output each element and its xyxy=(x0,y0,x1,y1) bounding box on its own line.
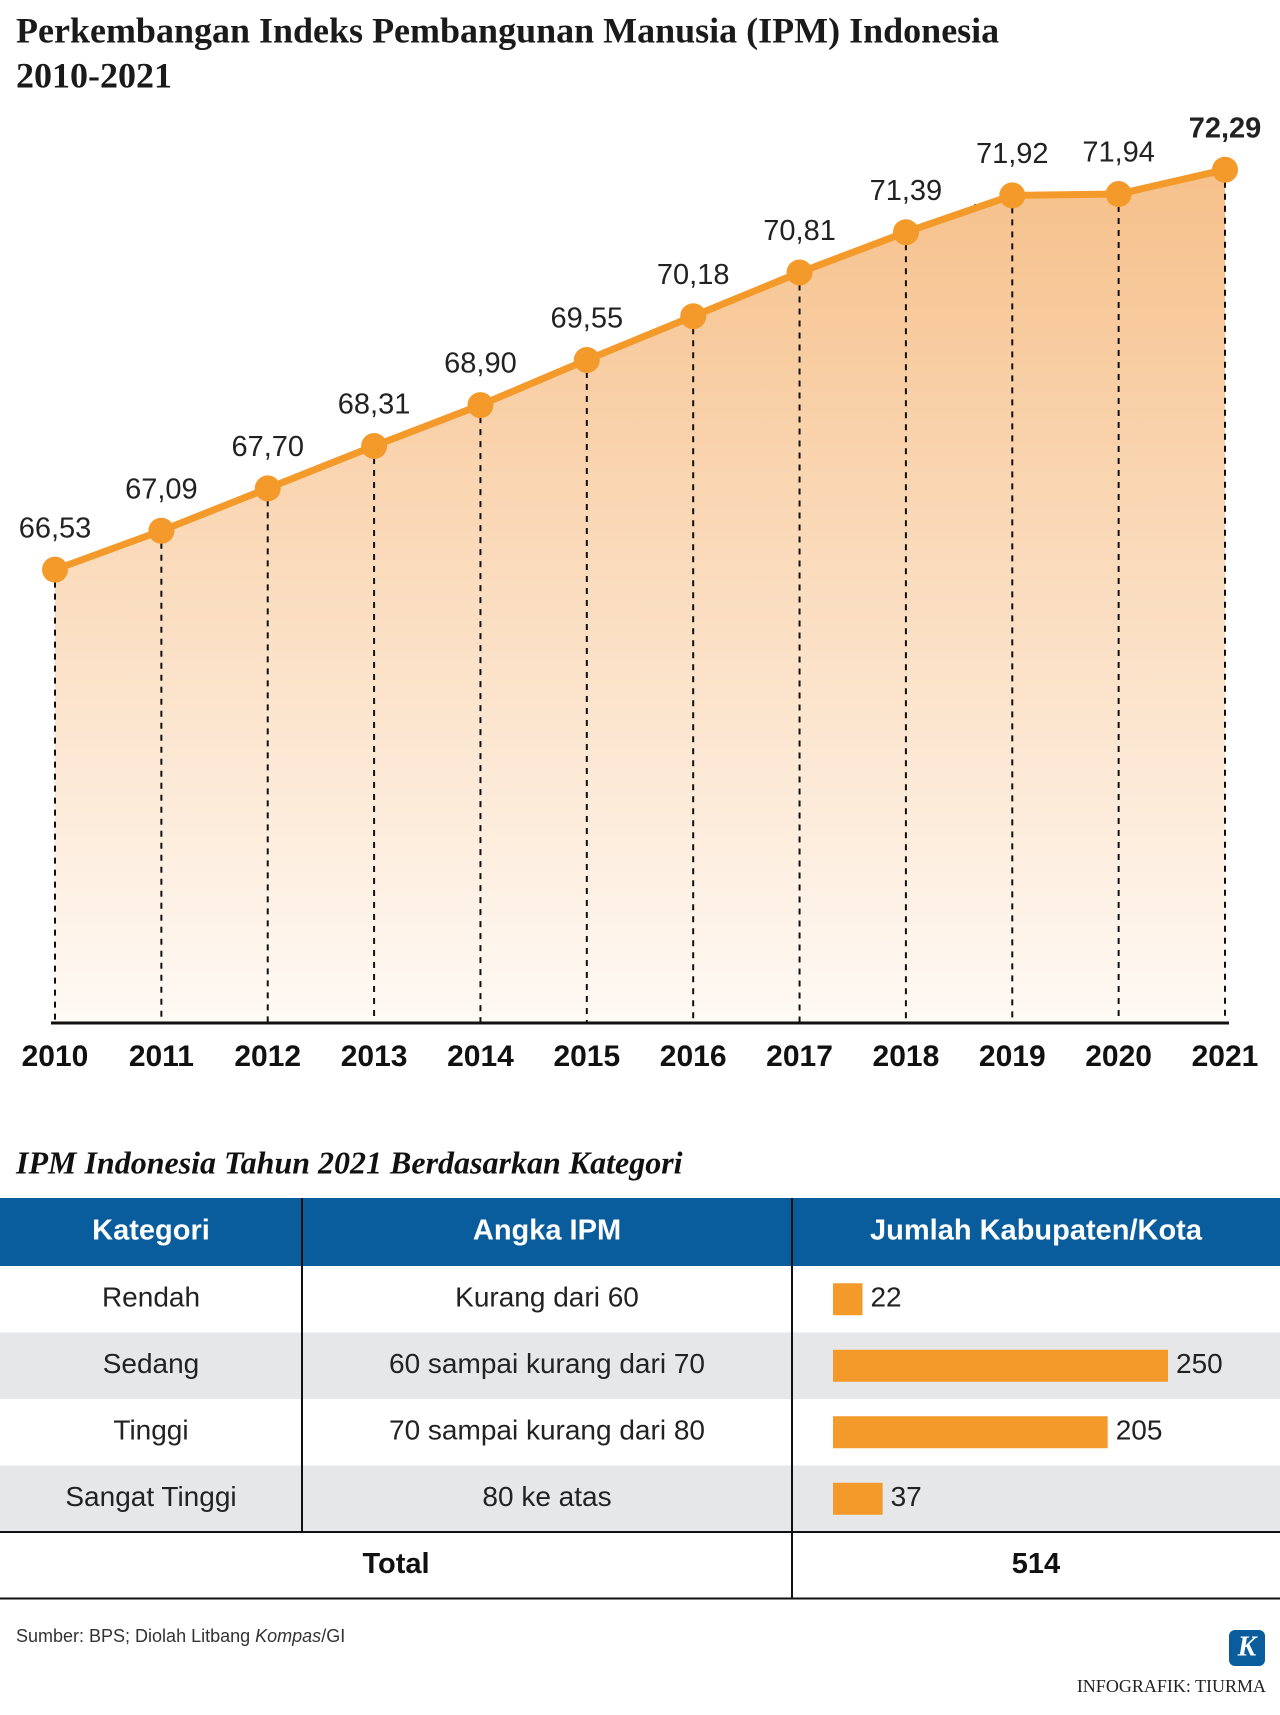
point xyxy=(786,259,813,286)
data-label: 71,94 xyxy=(1082,137,1155,169)
x-tick-label: 2014 xyxy=(447,1040,514,1073)
data-label: 67,70 xyxy=(231,431,304,463)
source-text: Kompas xyxy=(255,1626,321,1646)
table-header: Jumlah Kabupaten/Kota xyxy=(870,1215,1203,1247)
table-cell: Sedang xyxy=(103,1348,200,1379)
row-bg xyxy=(0,1465,1280,1532)
point xyxy=(361,433,388,460)
x-tick-label: 2016 xyxy=(660,1040,727,1073)
total-value: 514 xyxy=(1012,1548,1060,1580)
x-tick-label: 2010 xyxy=(22,1040,89,1073)
point xyxy=(254,475,281,502)
table-title: IPM Indonesia Tahun 2021 Berdasarkan Kat… xyxy=(15,1144,683,1180)
logo-box xyxy=(1229,1630,1265,1666)
data-label: 67,09 xyxy=(125,473,198,505)
x-tick-label: 2013 xyxy=(341,1040,408,1073)
table-cell: Tinggi xyxy=(113,1415,188,1446)
point xyxy=(42,556,68,583)
point xyxy=(1212,156,1238,183)
point xyxy=(680,303,707,330)
line xyxy=(53,166,1226,573)
bar-label: 250 xyxy=(1176,1348,1223,1379)
data-label: 72,29 xyxy=(1189,112,1262,144)
x-tick-label: 2015 xyxy=(553,1040,620,1073)
source-text: Sumber: BPS; Diolah Litbang xyxy=(16,1626,255,1646)
data-label: 69,55 xyxy=(551,303,624,335)
bar xyxy=(833,1482,883,1515)
data-label: 71,92 xyxy=(976,138,1049,170)
point xyxy=(892,219,919,246)
table: IPM Indonesia Tahun 2021 Berdasarkan Kat… xyxy=(0,1144,1280,1600)
logo: K xyxy=(1237,1631,1259,1662)
data-label: 70,18 xyxy=(657,259,730,291)
x-tick-label: 2012 xyxy=(234,1040,301,1073)
point xyxy=(1105,181,1132,208)
title: 2010-2021 xyxy=(16,55,172,95)
data-label: 66,53 xyxy=(19,512,92,544)
bar xyxy=(833,1416,1108,1449)
x-tick-label: 2018 xyxy=(873,1040,940,1073)
point xyxy=(148,517,175,544)
table-cell: 70 sampai kurang dari 80 xyxy=(389,1415,705,1446)
line-chart: 66,53 2010 67,09 2011 67,70 2012 68,31 2013 68,9… xyxy=(19,112,1262,1073)
table-cell: 80 ke atas xyxy=(482,1481,611,1512)
credit: INFOGRAFIK: TIURMA xyxy=(1077,1676,1266,1696)
point xyxy=(467,392,494,419)
x-tick-label: 2021 xyxy=(1192,1040,1259,1073)
table-cell: Kurang dari 60 xyxy=(455,1282,639,1313)
x-tick-label: 2020 xyxy=(1085,1040,1152,1073)
table-header: Kategori xyxy=(92,1215,210,1247)
point xyxy=(999,182,1026,209)
total-label: Total xyxy=(362,1548,429,1580)
data-label: 71,39 xyxy=(870,175,943,207)
bar-label: 22 xyxy=(870,1282,901,1313)
title: Perkembangan Indeks Pembangunan Manusia … xyxy=(16,10,999,50)
bar xyxy=(833,1349,1168,1382)
bar xyxy=(833,1283,863,1316)
table-cell: 60 sampai kurang dari 70 xyxy=(389,1348,705,1379)
bar-label: 205 xyxy=(1116,1415,1163,1446)
source-text: /GI xyxy=(321,1626,345,1646)
data-label: 68,90 xyxy=(444,348,517,380)
table-cell: Sangat Tinggi xyxy=(65,1481,236,1512)
area xyxy=(55,169,1225,1024)
bar-label: 37 xyxy=(891,1481,922,1512)
table-header: Angka IPM xyxy=(473,1215,621,1247)
source: Sumber: BPS; Diolah Litbang Kompas/GI xyxy=(16,1626,345,1646)
point xyxy=(573,346,600,373)
table-cell: Rendah xyxy=(102,1282,200,1313)
data-label: 68,31 xyxy=(338,389,411,421)
x-tick-label: 2017 xyxy=(766,1040,833,1073)
data-label: 70,81 xyxy=(763,215,836,247)
table-header-bg xyxy=(0,1198,1280,1266)
x-tick-label: 2019 xyxy=(979,1040,1046,1073)
x-tick-label: 2011 xyxy=(129,1040,194,1073)
